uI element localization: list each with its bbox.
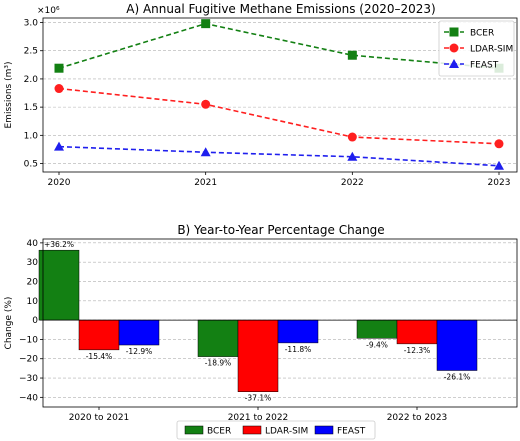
legend-marker <box>449 43 459 53</box>
legend-label: BCER <box>470 29 494 39</box>
legend-swatch <box>242 425 262 435</box>
panel-b-bar-chart: B) Year-to-Year Percentage Change Change… <box>4 223 518 440</box>
panel-b-ytick-label: 20 <box>27 277 39 287</box>
panel-a-xtick-label: 2023 <box>488 178 511 188</box>
bar-data-label: -12.3% <box>404 346 431 355</box>
bar-data-label: -18.9% <box>205 359 232 368</box>
bar-data-label: -26.1% <box>444 373 471 382</box>
bar-bcer-2 <box>356 319 398 339</box>
bar-data-label: -11.8% <box>285 345 312 354</box>
panel-b-ytick-label: 30 <box>27 258 39 268</box>
panel-a-title: A) Annual Fugitive Methane Emissions (20… <box>126 2 435 16</box>
bar-data-label: -12.9% <box>126 347 153 356</box>
series-line-ldar-sim <box>58 87 500 145</box>
panel-a-ylabel: Emissions (m³) <box>4 62 14 129</box>
panel-b-xtick-label: 2020 to 2021 <box>69 413 130 423</box>
panel-b-ytick-label: −20 <box>19 355 38 365</box>
panel-a-frame <box>42 17 518 173</box>
point-bcer-2022 <box>347 50 357 60</box>
panel-b-xtick-label: 2022 to 2023 <box>387 413 448 423</box>
panel-b-ytick-label: 10 <box>27 297 39 307</box>
panel-a-ytick-label: 2.5 <box>24 47 38 57</box>
panel-b-xtick-label: 2021 to 2022 <box>228 413 289 423</box>
panel-a-xtick-label: 2022 <box>341 178 364 188</box>
legend-swatch <box>184 425 204 435</box>
series-line-feast <box>58 145 500 167</box>
point-feast-2023 <box>494 160 504 170</box>
bar-feast-0 <box>118 319 160 346</box>
bar-data-label: -37.1% <box>245 394 272 403</box>
panel-a-ytick-label: 2.0 <box>24 75 39 85</box>
panel-b-ytick-label: −40 <box>19 393 38 403</box>
bar-data-label: +36.2% <box>44 240 74 249</box>
panel-a-xtick-label: 2021 <box>194 178 217 188</box>
point-ldar-sim-2023 <box>494 139 504 149</box>
panel-a-ytick-label: 1.5 <box>24 103 38 113</box>
panel-b-ylabel: Change (%) <box>4 297 14 350</box>
bar-ldar-sim-0 <box>78 319 120 351</box>
panel-a-line-chart: A) Annual Fugitive Methane Emissions (20… <box>4 2 518 188</box>
panel-a-multiplier: ×10⁶ <box>37 6 60 16</box>
point-ldar-sim-2020 <box>54 84 64 94</box>
panel-a-ytick-label: 1.0 <box>24 131 39 141</box>
panel-a-ytick-label: 3.0 <box>24 19 39 29</box>
point-feast-2020 <box>54 141 64 151</box>
legend-label: BCER <box>207 427 231 437</box>
point-bcer-2021 <box>201 19 211 29</box>
bar-bcer-1 <box>197 319 239 357</box>
panel-b-ytick-label: −10 <box>19 335 38 345</box>
bar-feast-1 <box>277 319 319 344</box>
legend-label: LDAR-SIM <box>265 427 308 437</box>
point-feast-2022 <box>347 151 358 161</box>
legend-marker <box>449 27 459 37</box>
series-line-bcer <box>58 22 500 70</box>
panel-a-legend: BCER LDAR-SIM FEAST <box>438 20 515 77</box>
panel-a-ytick-label: 0.5 <box>24 160 38 170</box>
panel-b-legend: BCER LDAR-SIM FEAST <box>176 420 376 440</box>
panel-b-ytick-label: 40 <box>27 239 39 249</box>
bar-data-label: -9.4% <box>366 340 388 349</box>
panel-a-xtick-label: 2020 <box>48 178 71 188</box>
point-feast-2021 <box>200 147 211 157</box>
bar-ldar-sim-1 <box>237 319 279 392</box>
point-ldar-sim-2021 <box>201 99 211 109</box>
panel-b-ytick-label: −30 <box>19 374 38 384</box>
bar-bcer-0 <box>38 249 80 321</box>
panel-b-ytick-label: 0 <box>32 316 38 326</box>
panel-b-legend-box <box>176 420 376 440</box>
panel-b-frame <box>42 238 518 408</box>
bar-ldar-sim-2 <box>396 319 438 345</box>
legend-swatch <box>314 425 334 435</box>
legend-marker <box>449 59 459 68</box>
point-ldar-sim-2022 <box>347 132 357 142</box>
point-bcer-2020 <box>54 63 64 73</box>
legend-label: LDAR-SIM <box>470 45 513 55</box>
bar-feast-2 <box>436 319 478 371</box>
panel-b-title: B) Year-to-Year Percentage Change <box>177 223 384 237</box>
legend-label: FEAST <box>337 427 366 437</box>
legend-label: FEAST <box>470 61 499 71</box>
bar-data-label: -15.4% <box>86 352 113 361</box>
